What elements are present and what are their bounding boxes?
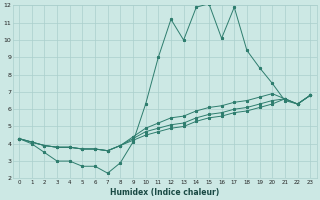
X-axis label: Humidex (Indice chaleur): Humidex (Indice chaleur) — [110, 188, 219, 197]
